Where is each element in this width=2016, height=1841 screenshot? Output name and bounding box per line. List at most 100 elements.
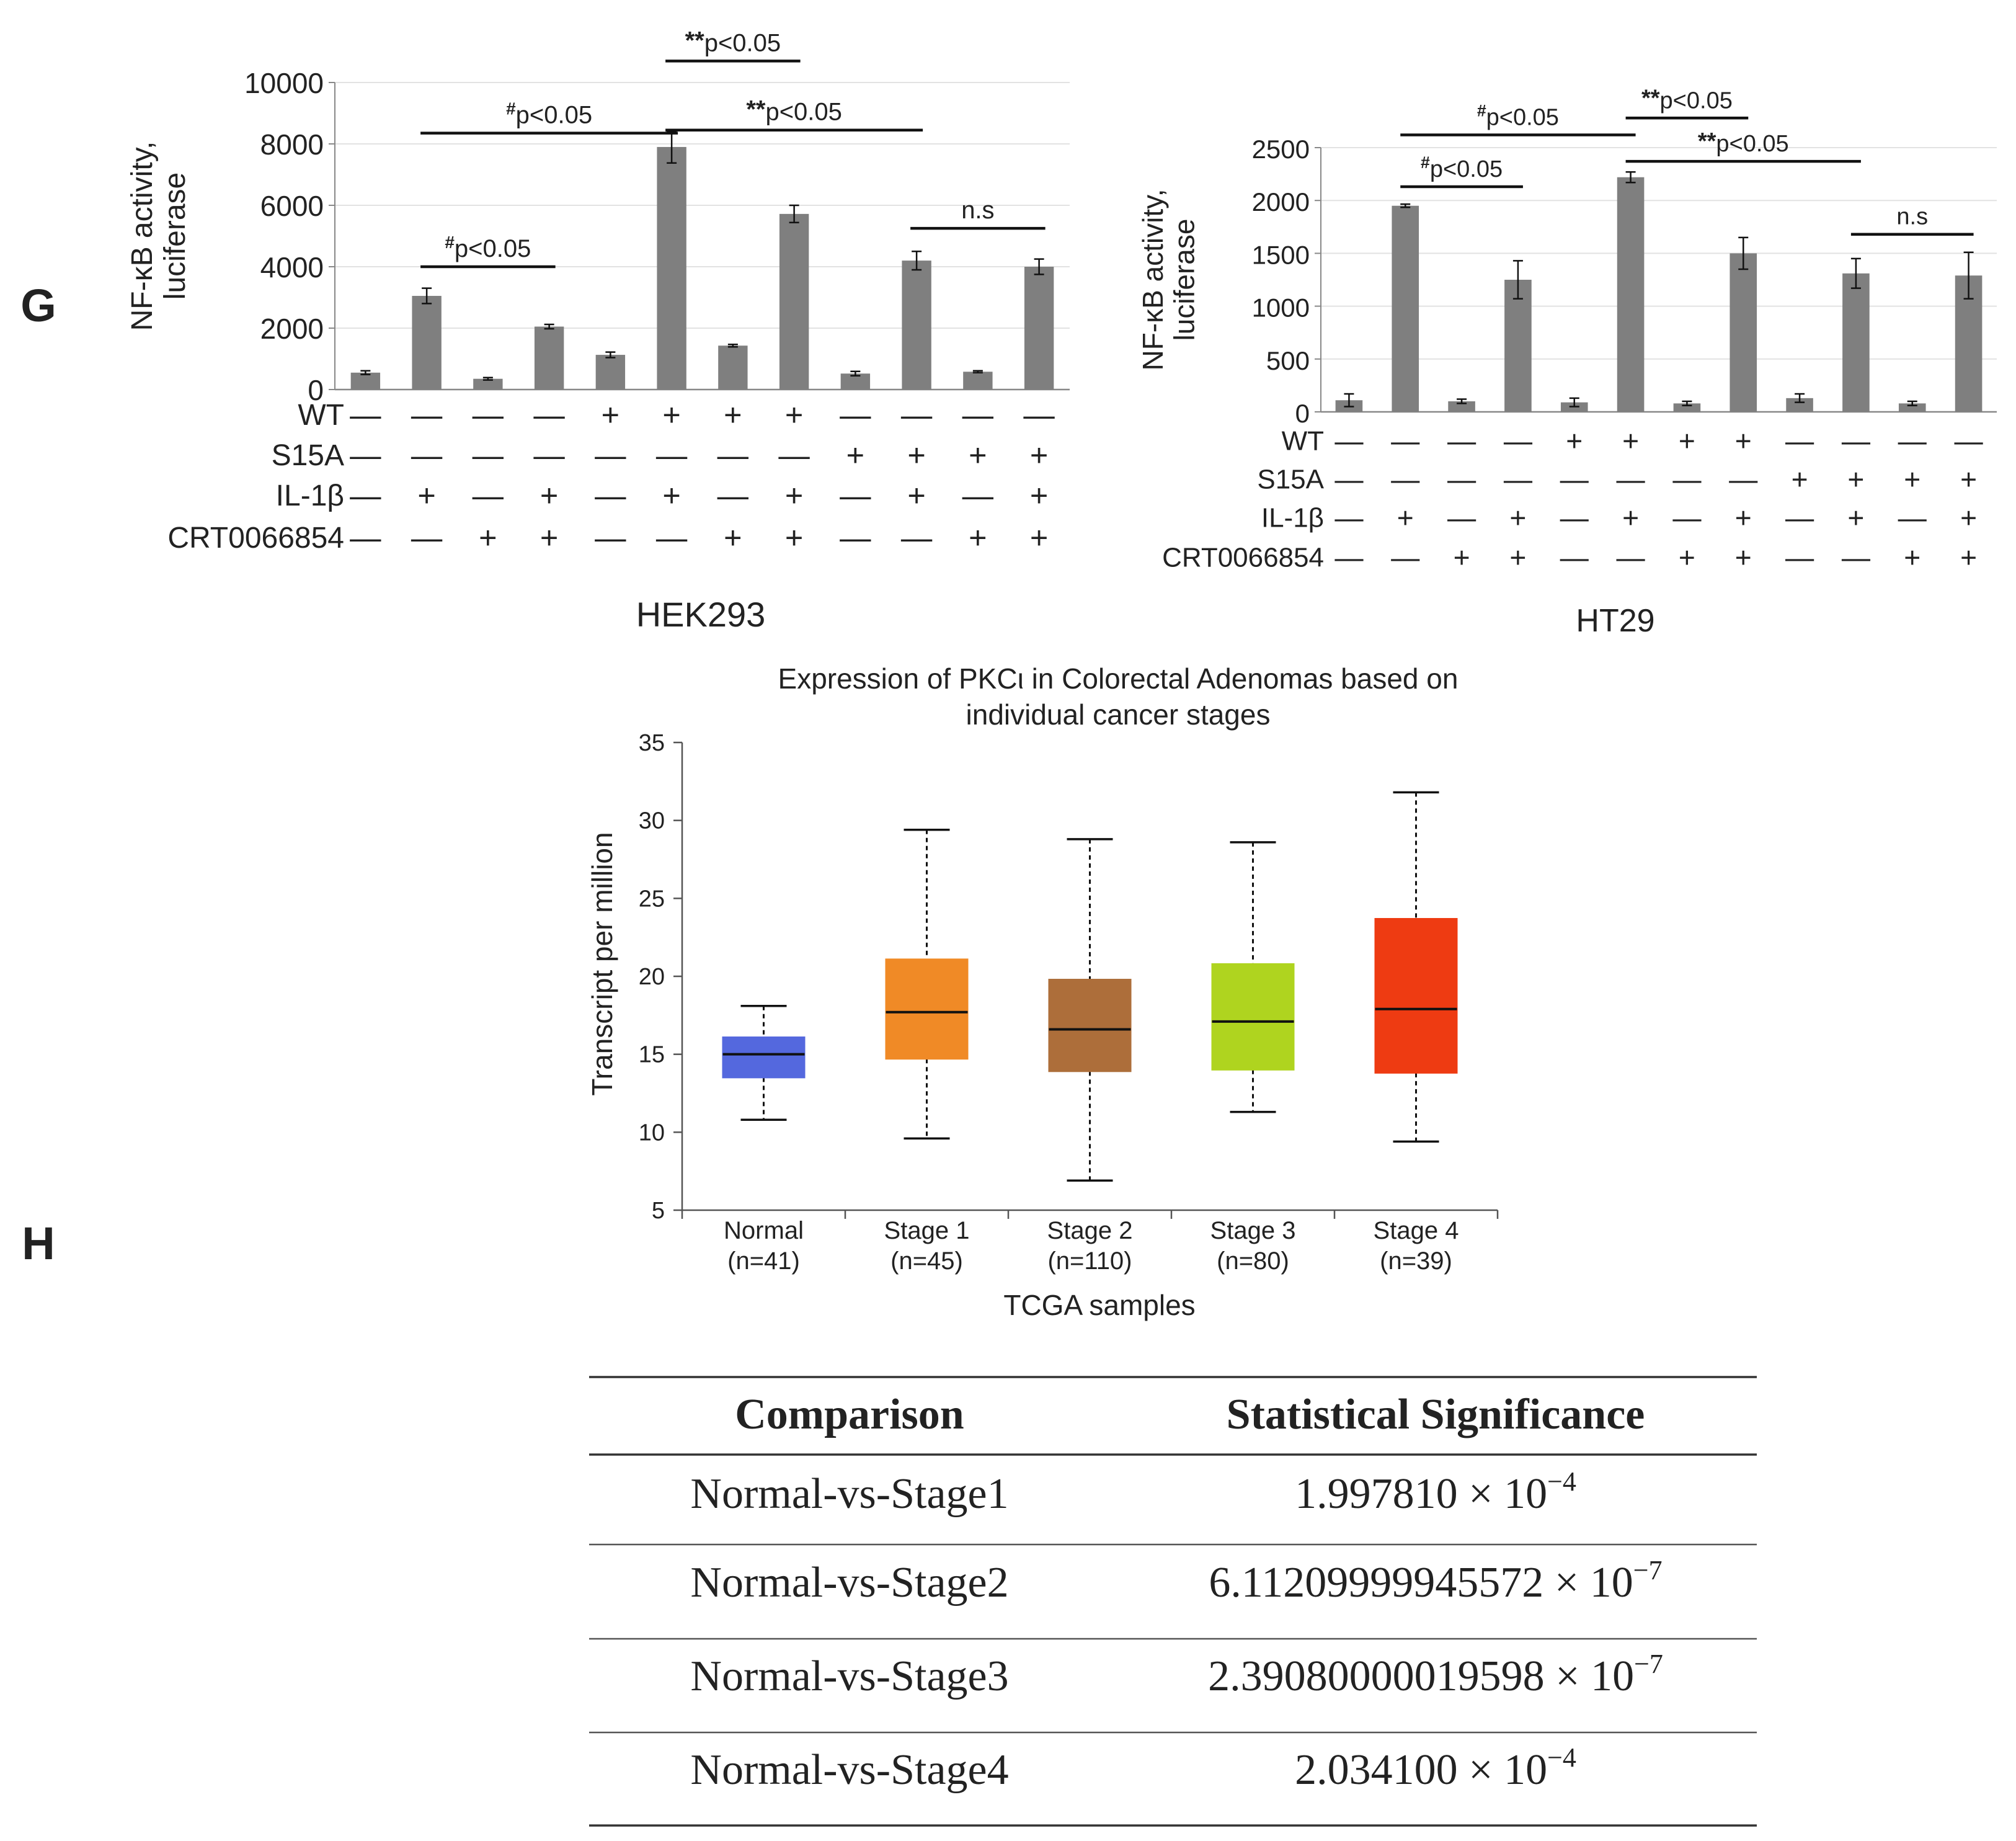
category-label: Stage 4 xyxy=(1374,1217,1459,1244)
y-tick-label: 10 xyxy=(639,1120,665,1146)
y-axis-label-line: luciferase xyxy=(159,172,192,300)
bar xyxy=(1024,267,1054,390)
significance-value: p<0.05 xyxy=(1716,131,1788,157)
plus-sign: + xyxy=(479,520,497,555)
minus-sign: — xyxy=(1842,425,1871,457)
y-tick-label: 5 xyxy=(652,1198,665,1224)
bar xyxy=(534,326,564,390)
significance-value: p<0.05 xyxy=(704,29,781,56)
bar xyxy=(779,213,809,390)
minus-sign: — xyxy=(1391,425,1420,457)
significance-times: × 10 xyxy=(1555,1652,1634,1700)
minus-sign: — xyxy=(1785,502,1814,534)
y-axis-label: Transcript per million xyxy=(586,832,618,1095)
bar xyxy=(412,296,442,390)
minus-sign: — xyxy=(1616,463,1645,496)
y-axis-label-line: NF-κB activity, xyxy=(1137,189,1169,370)
significance-value: p<0.05 xyxy=(455,235,531,262)
significance-label: **p<0.05 xyxy=(1698,128,1789,157)
bar xyxy=(1673,403,1701,412)
bar xyxy=(657,146,686,390)
plus-sign: + xyxy=(1566,425,1583,457)
minus-sign: — xyxy=(656,437,688,473)
minus-sign: — xyxy=(901,397,933,432)
condition-label: WT xyxy=(298,399,344,432)
minus-sign: — xyxy=(1334,425,1364,457)
condition-label: S15A xyxy=(1257,464,1324,494)
minus-sign: — xyxy=(1842,542,1871,574)
table-cell-comparison: Normal-vs-Stage3 xyxy=(690,1652,1008,1700)
minus-sign: — xyxy=(1729,463,1758,496)
y-tick-label: 15 xyxy=(639,1042,665,1068)
plus-sign: + xyxy=(1622,425,1639,457)
plus-sign: + xyxy=(1454,542,1470,574)
minus-sign: — xyxy=(473,397,504,432)
condition-label: CRT0066854 xyxy=(1162,542,1324,573)
minus-sign: — xyxy=(1785,542,1814,574)
significance-mantissa: 2.39080000019598 xyxy=(1208,1652,1555,1700)
significance-times: × 10 xyxy=(1555,1559,1633,1607)
significance-value: p<0.05 xyxy=(1430,156,1503,182)
plus-sign: + xyxy=(1847,463,1864,496)
minus-sign: — xyxy=(1391,542,1420,574)
significance-label: **p<0.05 xyxy=(1641,85,1733,114)
significance-mantissa: 1.997810 xyxy=(1295,1470,1468,1518)
y-axis-label-line: luciferase xyxy=(1168,219,1201,341)
plus-sign: + xyxy=(1904,463,1921,496)
significance-marker: ** xyxy=(746,96,766,123)
plus-sign: + xyxy=(662,397,680,432)
plus-sign: + xyxy=(602,397,619,432)
significance-label: #p<0.05 xyxy=(1421,153,1503,182)
plus-sign: + xyxy=(417,478,435,513)
minus-sign: — xyxy=(411,437,443,473)
minus-sign: — xyxy=(962,397,994,432)
plus-sign: + xyxy=(1960,463,1977,496)
significance-value: p<0.05 xyxy=(516,102,592,129)
significance-label: #p<0.05 xyxy=(445,233,531,262)
box xyxy=(722,1036,806,1079)
y-tick-label: 0 xyxy=(1295,399,1310,428)
minus-sign: — xyxy=(533,437,565,473)
category-count: (n=45) xyxy=(890,1247,963,1275)
minus-sign: — xyxy=(1334,542,1364,574)
condition-label: IL-1β xyxy=(1261,502,1324,533)
bar xyxy=(473,378,503,390)
chart-title-line: Expression of PKCι in Colorectal Adenoma… xyxy=(778,662,1459,695)
significance-mantissa: 2.034100 xyxy=(1295,1746,1468,1794)
minus-sign: — xyxy=(595,478,626,513)
box xyxy=(1211,963,1295,1071)
minus-sign: — xyxy=(595,520,626,555)
minus-sign: — xyxy=(717,478,749,513)
bar xyxy=(718,345,748,390)
y-tick-label: 35 xyxy=(639,730,665,756)
plus-sign: + xyxy=(1735,542,1752,574)
significance-exponent: −4 xyxy=(1547,1466,1576,1497)
bar xyxy=(350,372,381,390)
plus-sign: + xyxy=(785,478,803,513)
category-count: (n=41) xyxy=(727,1247,800,1275)
minus-sign: — xyxy=(1447,502,1476,534)
minus-sign: — xyxy=(411,520,443,555)
y-tick-label: 500 xyxy=(1266,346,1310,375)
minus-sign: — xyxy=(595,437,626,473)
plus-sign: + xyxy=(662,478,680,513)
bar xyxy=(1617,177,1645,412)
significance-marker: ** xyxy=(685,27,705,54)
minus-sign: — xyxy=(1616,542,1645,574)
significance-label: #p<0.05 xyxy=(1477,102,1559,131)
minus-sign: — xyxy=(350,397,381,432)
minus-sign: — xyxy=(1504,425,1533,457)
plus-sign: + xyxy=(724,520,742,555)
bar xyxy=(1448,401,1475,412)
y-tick-label: 2000 xyxy=(1252,187,1310,216)
minus-sign: — xyxy=(1898,502,1927,534)
plus-sign: + xyxy=(1030,437,1048,473)
minus-sign: — xyxy=(717,437,749,473)
bar xyxy=(1786,398,1813,412)
y-tick-label: 25 xyxy=(639,886,665,912)
significance-times: × 10 xyxy=(1468,1746,1547,1794)
box xyxy=(1048,979,1132,1072)
minus-sign: — xyxy=(656,520,688,555)
significance-marker: # xyxy=(506,99,516,118)
